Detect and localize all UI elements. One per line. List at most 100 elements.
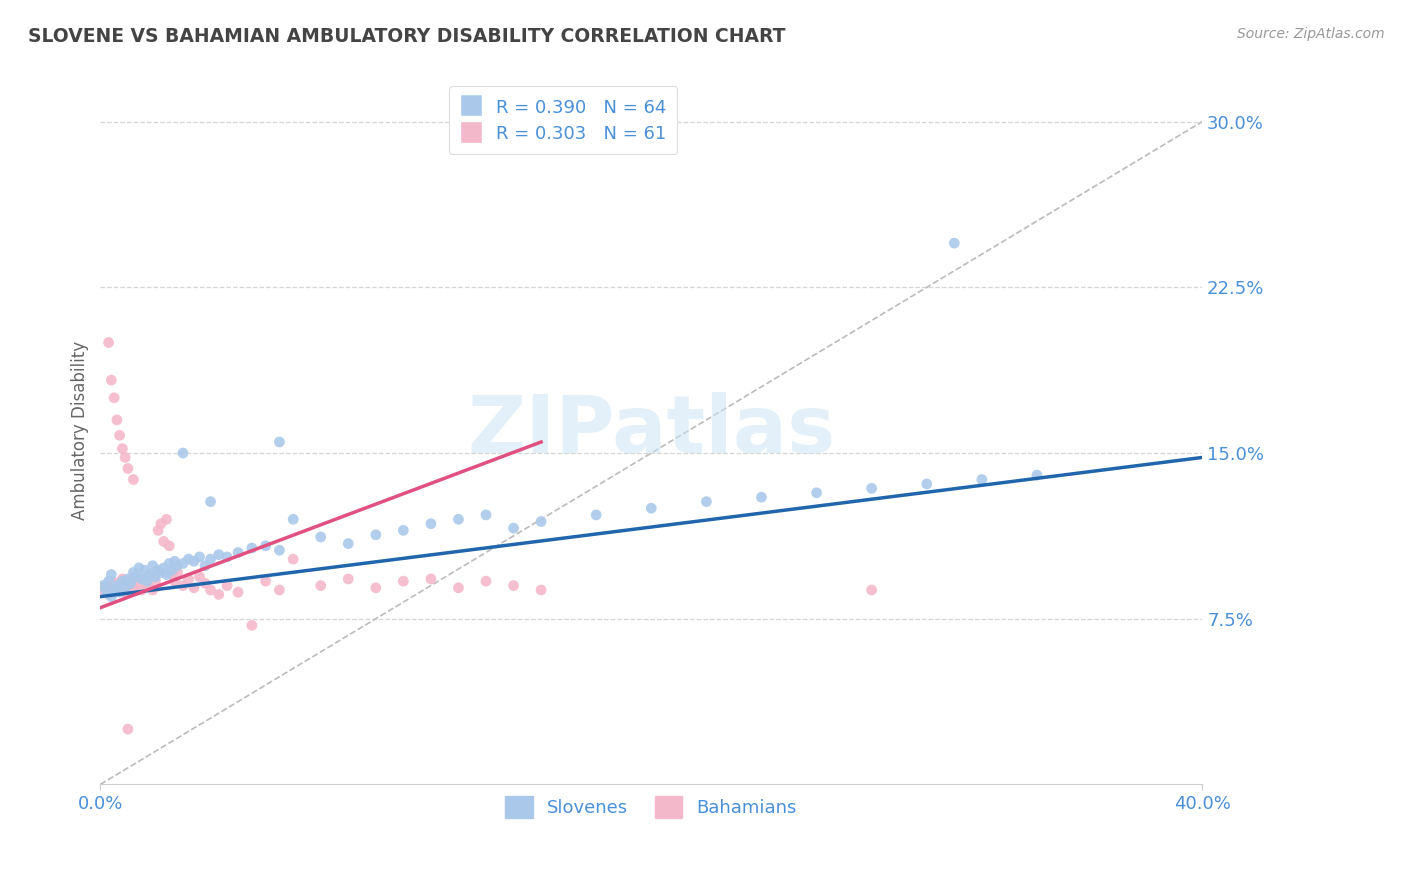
Point xyxy=(183,554,205,568)
Point xyxy=(111,572,134,586)
Point xyxy=(157,539,180,553)
Point xyxy=(120,574,142,589)
Point xyxy=(117,572,139,586)
Y-axis label: Ambulatory Disability: Ambulatory Disability xyxy=(72,342,89,521)
Point xyxy=(134,563,156,577)
Point xyxy=(131,572,153,586)
Point xyxy=(136,578,159,592)
Point xyxy=(226,585,249,599)
Point xyxy=(419,516,441,531)
Point xyxy=(91,582,114,597)
Point xyxy=(240,541,263,555)
Point xyxy=(103,391,125,405)
Point xyxy=(117,461,139,475)
Point xyxy=(142,558,165,573)
Point xyxy=(100,373,122,387)
Point xyxy=(177,572,200,586)
Point xyxy=(148,524,170,538)
Point xyxy=(200,582,222,597)
Point xyxy=(94,578,117,592)
Point xyxy=(309,578,332,592)
Point xyxy=(364,528,387,542)
Point xyxy=(117,722,139,736)
Point xyxy=(215,578,238,592)
Point xyxy=(502,521,524,535)
Point xyxy=(419,572,441,586)
Point xyxy=(475,574,498,589)
Point xyxy=(860,582,883,597)
Point xyxy=(447,512,470,526)
Point xyxy=(200,552,222,566)
Point xyxy=(915,477,938,491)
Point xyxy=(254,574,277,589)
Point xyxy=(105,576,128,591)
Point xyxy=(155,567,177,582)
Point xyxy=(860,482,883,496)
Point xyxy=(122,566,145,580)
Point xyxy=(194,558,217,573)
Point xyxy=(392,524,415,538)
Point xyxy=(100,567,122,582)
Point xyxy=(117,578,139,592)
Legend: Slovenes, Bahamians: Slovenes, Bahamians xyxy=(498,789,804,825)
Point xyxy=(136,574,159,589)
Point xyxy=(160,567,183,582)
Point xyxy=(128,576,150,591)
Point xyxy=(152,561,174,575)
Point xyxy=(108,428,131,442)
Point xyxy=(125,570,148,584)
Point xyxy=(114,585,136,599)
Point xyxy=(108,582,131,597)
Point xyxy=(215,549,238,564)
Point xyxy=(111,442,134,456)
Point xyxy=(447,581,470,595)
Point xyxy=(502,578,524,592)
Point xyxy=(200,494,222,508)
Point xyxy=(751,490,773,504)
Point xyxy=(166,566,188,580)
Point xyxy=(122,473,145,487)
Point xyxy=(475,508,498,522)
Point xyxy=(208,587,231,601)
Point xyxy=(364,581,387,595)
Point xyxy=(172,578,194,592)
Point xyxy=(105,578,128,592)
Text: SLOVENE VS BAHAMIAN AMBULATORY DISABILITY CORRELATION CHART: SLOVENE VS BAHAMIAN AMBULATORY DISABILIT… xyxy=(28,27,786,45)
Point xyxy=(194,576,217,591)
Point xyxy=(392,574,415,589)
Point xyxy=(640,501,662,516)
Point xyxy=(337,536,360,550)
Point xyxy=(240,618,263,632)
Point xyxy=(91,578,114,592)
Point xyxy=(152,534,174,549)
Text: ZIPatlas: ZIPatlas xyxy=(467,392,835,470)
Point xyxy=(105,413,128,427)
Point xyxy=(943,236,966,251)
Point xyxy=(120,576,142,591)
Point xyxy=(188,549,211,564)
Point xyxy=(103,585,125,599)
Point xyxy=(108,585,131,599)
Point xyxy=(139,570,162,584)
Point xyxy=(114,581,136,595)
Point xyxy=(226,545,249,559)
Point xyxy=(160,563,183,577)
Point xyxy=(97,587,120,601)
Point xyxy=(283,512,305,526)
Point xyxy=(309,530,332,544)
Point xyxy=(125,570,148,584)
Point xyxy=(163,554,186,568)
Point xyxy=(254,539,277,553)
Point xyxy=(1026,468,1049,483)
Point xyxy=(283,552,305,566)
Point xyxy=(128,561,150,575)
Point xyxy=(145,574,167,589)
Point xyxy=(337,572,360,586)
Point xyxy=(157,557,180,571)
Point xyxy=(530,582,553,597)
Point xyxy=(142,582,165,597)
Point xyxy=(94,582,117,597)
Point xyxy=(97,335,120,350)
Point xyxy=(100,590,122,604)
Point xyxy=(97,574,120,589)
